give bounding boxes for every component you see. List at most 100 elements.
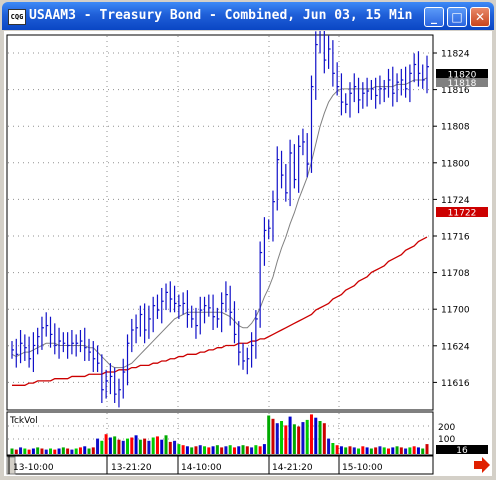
volume-bar [108,437,112,454]
svg-text:16: 16 [456,446,468,456]
volume-bar [151,437,155,454]
volume-bar [147,440,151,454]
time-label-14-21-20: 14-21:20 [272,463,313,473]
window-title: USAAM3 - Treasury Bond - Combined, Jun 0… [29,8,413,23]
volume-bar [421,448,425,454]
volume-bar [250,447,254,454]
volume-bar [378,446,382,454]
volume-bar [262,444,266,454]
volume-bar [386,448,390,454]
volume-bar [211,446,215,454]
volume-bar [173,440,177,454]
volume-bar [258,446,262,454]
volume-bar [309,414,313,454]
volume-bar [203,446,207,454]
close-button[interactable]: ✕ [470,7,490,27]
price-label-11716: 11716 [441,233,470,243]
volume-bar [117,439,121,454]
volume-bar [339,446,343,454]
volume-bar [61,447,65,454]
volume-bar [53,449,57,454]
volume-bar [395,446,399,454]
volume-bar [74,448,78,454]
scroll-right-arrow-icon[interactable] [474,457,490,473]
volume-bar [87,448,91,454]
price-bars [11,31,429,408]
maximize-button[interactable]: □ [447,7,467,27]
minimize-button[interactable]: _ [424,7,444,27]
volume-bar [280,421,284,454]
volume-bars [10,414,429,454]
volume-tick-100: 100 [438,435,455,445]
volume-bar [275,423,279,454]
volume-bar [57,448,61,454]
volume-bar [369,448,373,454]
volume-label: TckVol [9,416,38,426]
volume-bar [408,447,412,454]
volume-bar [100,440,104,454]
volume-bar [31,448,35,454]
volume-bar [352,447,356,454]
price-label-11816: 11816 [441,86,470,96]
volume-bar [215,445,219,454]
volume-bar [78,447,82,454]
volume-bar [23,448,27,454]
volume-tick-200: 200 [438,423,455,433]
volume-bar [399,447,403,454]
volume-plot-area[interactable] [6,411,434,456]
volume-bar [14,449,18,454]
volume-bar [224,446,228,454]
volume-bar [292,424,296,454]
volume-bar [130,437,134,454]
volume-bar [138,439,142,454]
volume-bar [284,425,288,454]
volume-bar [194,446,198,454]
volume-bar [425,444,429,454]
volume-bar [134,435,138,454]
volume-bar [220,447,224,454]
price-label-11624: 11624 [441,342,470,352]
current-price-box: 11820 [436,69,488,81]
volume-bar [297,426,301,454]
volume-value-box: 16 [436,445,488,456]
volume-bar [322,423,326,454]
cqg-app-icon[interactable]: CQG [8,9,26,25]
time-axis-scroll-handle[interactable] [6,456,16,475]
price-label-11724: 11724 [441,196,470,206]
volume-bar [348,446,352,454]
volume-bar [44,449,48,454]
volume-bar [198,445,202,454]
volume-bar [404,448,408,454]
volume-bar [83,446,87,454]
volume-bar [305,419,309,454]
price-label-11800: 11800 [441,159,470,169]
price-chart[interactable]: 11824 11816 11808 11800 11724 11716 11708 11700… [4,31,492,476]
volume-bar [49,448,53,454]
volume-bar [143,438,147,454]
red-price-box: 11722 [436,207,488,219]
price-label-11616: 11616 [441,379,470,389]
volume-bar [113,436,117,454]
chart-frame: 11824 11816 11808 11800 11724 11716 11708 11700… [4,31,492,476]
volume-bar [10,448,14,454]
volume-bar [181,445,185,454]
volume-bar [382,447,386,454]
volume-bar [104,434,108,454]
volume-bar [228,445,232,454]
volume-bar [331,443,335,454]
time-label-13-21-20: 13-21:20 [111,463,152,473]
svg-text:11818: 11818 [448,79,477,89]
volume-bar [288,416,292,454]
volume-bar [40,448,44,454]
volume-bar [207,447,211,454]
volume-bar [70,449,74,454]
title-bar[interactable]: CQG USAAM3 - Treasury Bond - Combined, J… [2,2,494,30]
volume-bar [241,445,245,454]
volume-bar [318,421,322,454]
volume-bar [185,446,189,454]
price-label-11700: 11700 [441,306,470,316]
volume-bar [416,447,420,454]
volume-bar [27,449,31,454]
volume-bar [66,448,70,454]
